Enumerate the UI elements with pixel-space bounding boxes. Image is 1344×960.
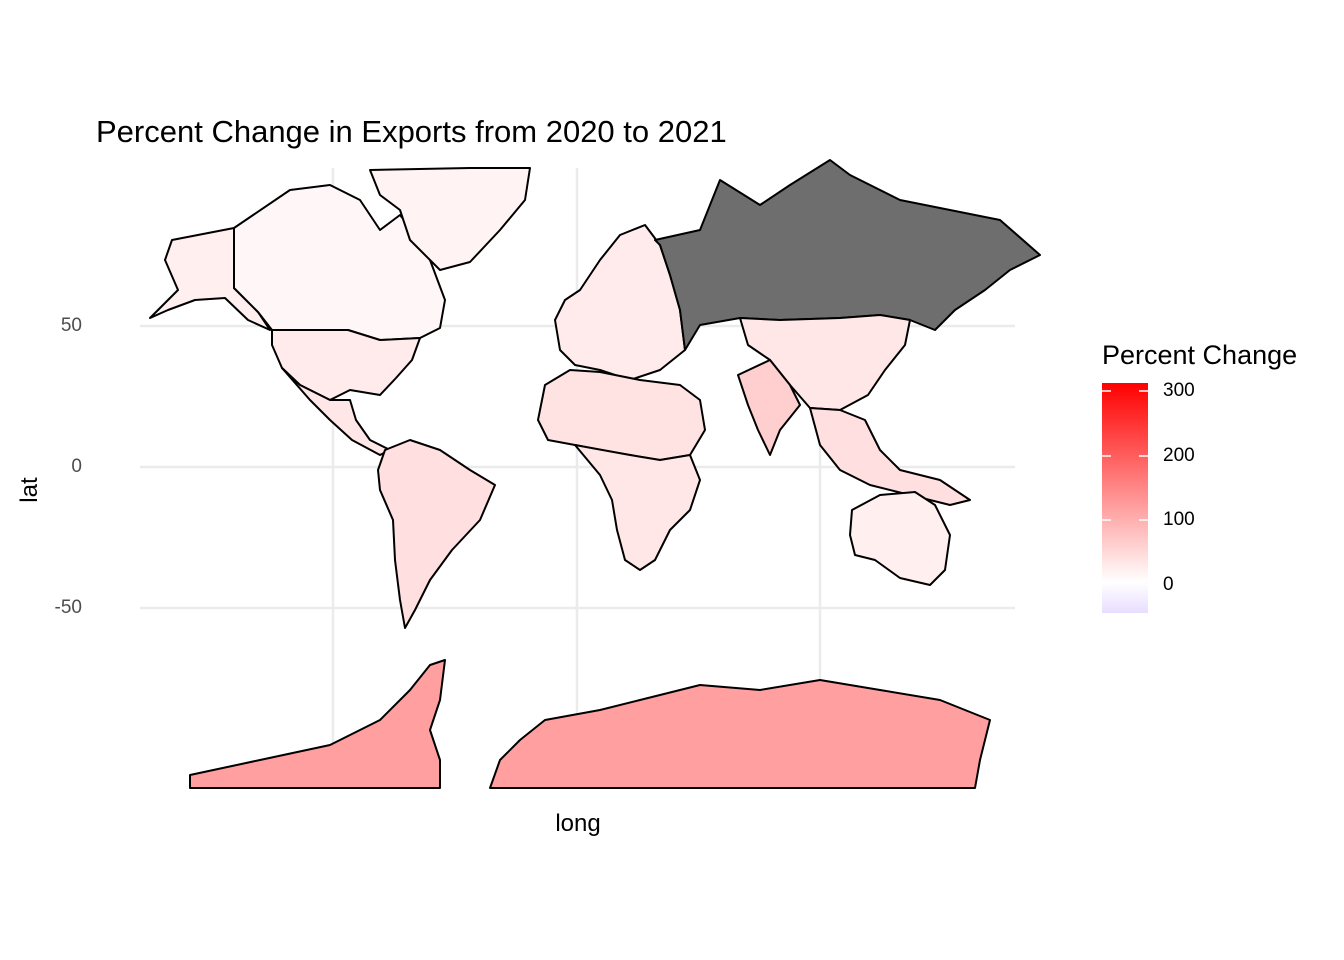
region-antarctica-east [489, 679, 991, 789]
y-tick-neg50: -50 [54, 597, 82, 618]
region-greenland [369, 167, 531, 271]
legend-colorbar [1102, 383, 1148, 613]
y-tick-0: 0 [71, 456, 82, 477]
legend-tick-100: 100 [1163, 509, 1195, 530]
region-australia [849, 491, 951, 586]
region-india [737, 359, 801, 456]
region-united-states [271, 329, 421, 401]
legend-tick-0: 0 [1163, 574, 1174, 595]
legend-tick-200: 200 [1163, 445, 1195, 466]
region-southeast-asia [809, 407, 971, 506]
legend-title: Percent Change [1102, 340, 1298, 370]
y-tick-50: 50 [60, 315, 82, 336]
region-mexico [281, 367, 391, 456]
region-southern-africa [574, 444, 701, 571]
y-axis-label: lat [16, 477, 43, 503]
legend-tick-300: 300 [1163, 380, 1195, 401]
region-antarctica-west [189, 659, 446, 789]
chart-title: Percent Change in Exports from 2020 to 2… [96, 114, 727, 149]
region-north-africa [537, 369, 706, 461]
region-south-america [377, 439, 496, 629]
region-russia [654, 159, 1041, 351]
region-canada [233, 184, 446, 341]
x-axis-label: long [555, 810, 601, 837]
